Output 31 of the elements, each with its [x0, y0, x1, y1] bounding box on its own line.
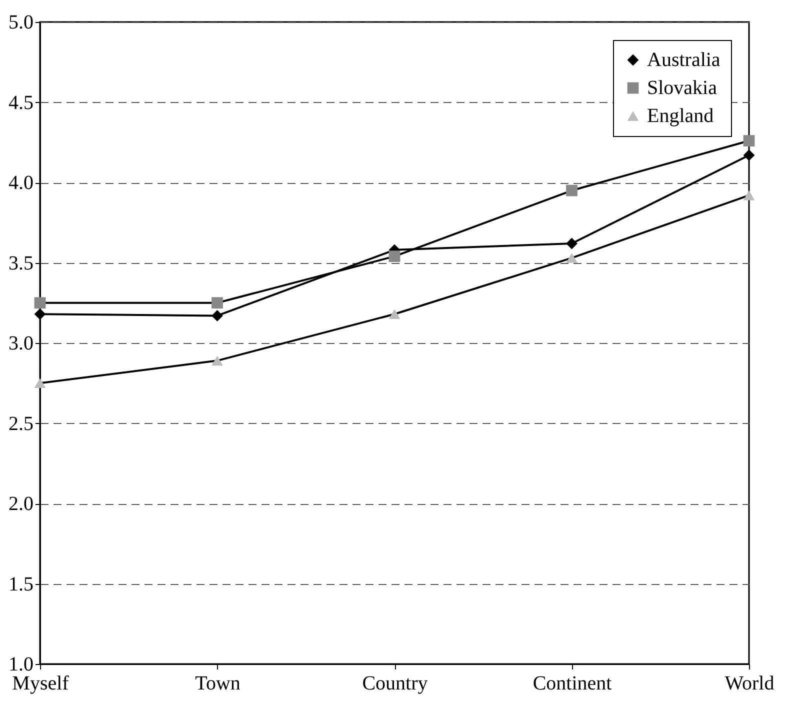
x-tick-label: World [724, 672, 774, 694]
point [212, 297, 223, 309]
point [34, 297, 46, 309]
y-tick-label: 1.5 [8, 573, 34, 596]
point [388, 250, 400, 262]
y-tick-label: 2.5 [8, 412, 34, 435]
y-tick-label: 4.5 [8, 92, 34, 114]
x-tick-label: Continent [532, 672, 612, 694]
y-tick-label: 3.5 [8, 252, 34, 274]
point [566, 184, 578, 196]
point [388, 309, 400, 320]
y-tick-label: 2.0 [8, 493, 34, 515]
y-tick-label: 4.0 [8, 172, 34, 194]
legend-label: England [647, 105, 714, 127]
point [34, 308, 46, 320]
point [743, 190, 755, 200]
point [212, 356, 223, 366]
legend-label: Slovakia [647, 77, 718, 99]
y-tick-label: 1.0 [8, 654, 34, 676]
point [743, 150, 755, 161]
legend-label: Australia [647, 49, 720, 71]
point [743, 135, 755, 146]
point [212, 310, 223, 322]
x-tick-label: Country [362, 672, 428, 694]
point [566, 238, 578, 250]
point [34, 378, 46, 388]
point [566, 253, 578, 263]
x-tick-label: Myself [12, 672, 70, 694]
y-tick-label: 5.0 [8, 12, 34, 34]
y-tick-label: 3.0 [8, 332, 34, 354]
x-tick-label: Town [195, 672, 240, 694]
